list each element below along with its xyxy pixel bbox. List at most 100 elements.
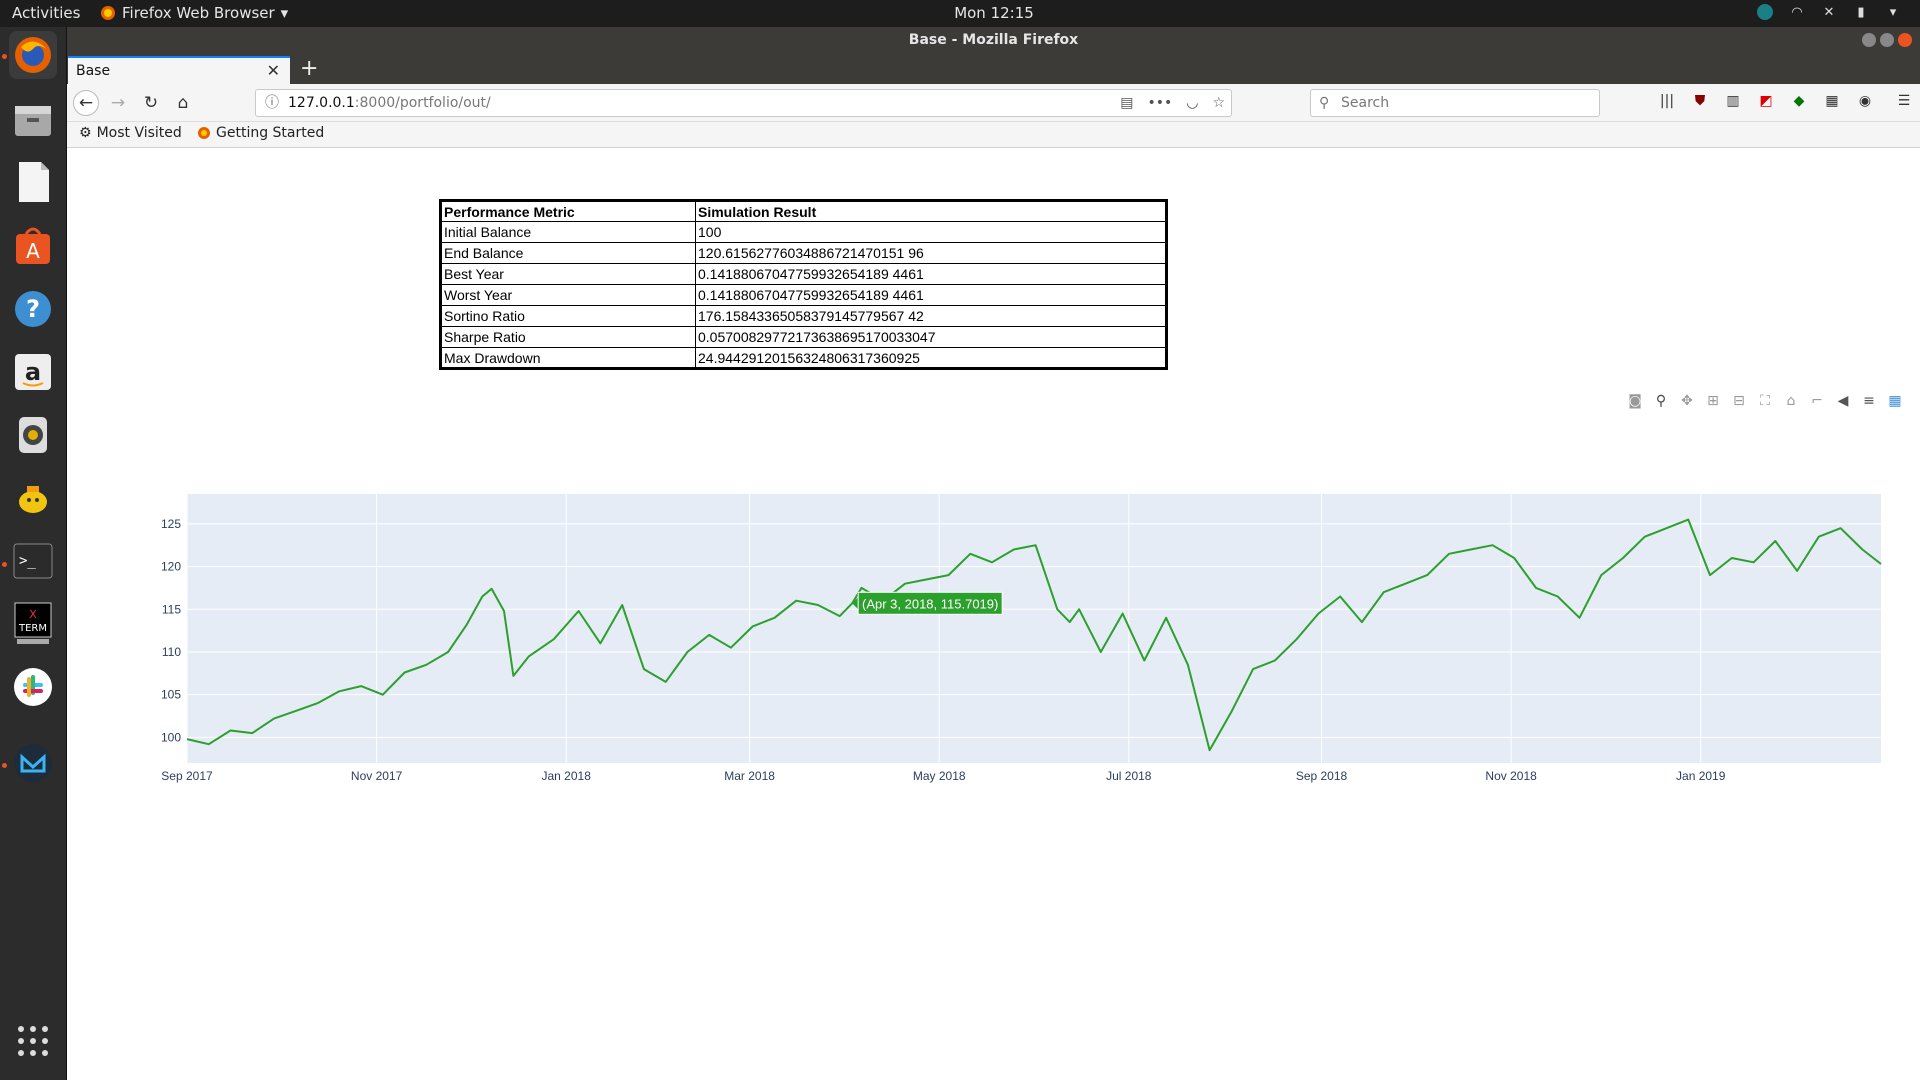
forward-button[interactable]: →: [110, 93, 126, 113]
power-menu-icon: ▾: [1889, 4, 1897, 20]
zoom-out-icon[interactable]: ⊟: [1733, 393, 1745, 409]
tooltip-label: (Apr 3, 2018, 115.7019): [862, 596, 998, 611]
camera-icon[interactable]: ◙: [1628, 393, 1642, 409]
rhythmbox-launcher-icon[interactable]: [9, 411, 57, 459]
teapot-app-launcher-icon[interactable]: [9, 474, 57, 522]
barcode-extension-icon[interactable]: ▦: [1825, 93, 1839, 109]
software-center-launcher-icon[interactable]: A: [9, 222, 57, 270]
bookmark-label: Getting Started: [216, 125, 325, 141]
app-menu[interactable]: Firefox Web Browser ▾: [100, 4, 288, 22]
metric-value: 0.14188067047759932654189 4461: [695, 284, 1167, 306]
plot-area[interactable]: [187, 494, 1881, 763]
x-tick-label: Nov 2017: [351, 769, 403, 783]
window-controls: [1862, 33, 1912, 47]
account-icon[interactable]: ◉: [1858, 93, 1872, 109]
url-path: :8000/portfolio/out/: [354, 95, 491, 111]
column-header: Simulation Result: [695, 200, 1167, 222]
info-icon[interactable]: ⓘ: [265, 95, 279, 111]
series-line[interactable]: [186, 518, 1882, 752]
amazon-launcher-icon[interactable]: a: [9, 348, 57, 396]
browser-window: Base - Mozilla Firefox Base ✕ + ← → ↻ ⌂ …: [67, 27, 1920, 1080]
bookmark-most-visited[interactable]: ⚙ Most Visited: [79, 125, 182, 141]
pdf-extension-icon[interactable]: ◩: [1759, 93, 1773, 109]
close-window-button[interactable]: [1898, 33, 1912, 47]
navigation-toolbar: ← → ↻ ⌂ ⓘ 127.0.0.1:8000/portfolio/out/ …: [67, 84, 1920, 122]
search-input[interactable]: ⚲ Search: [1310, 89, 1600, 117]
system-tray[interactable]: ◠ ✕ ▮ ▾: [1756, 3, 1902, 21]
hover-compare-icon[interactable]: ≡: [1863, 393, 1875, 409]
running-indicator: [2, 562, 7, 567]
spike-lines-icon[interactable]: ⌐: [1811, 393, 1823, 409]
firefox-launcher-icon[interactable]: [9, 31, 57, 79]
libreoffice-writer-launcher-icon[interactable]: [9, 158, 57, 206]
metric-name: Worst Year: [440, 284, 696, 306]
url-bar[interactable]: ⓘ 127.0.0.1:8000/portfolio/out/ ▤ ••• ◡ …: [255, 89, 1232, 117]
sidebar-icon[interactable]: ▥: [1726, 93, 1740, 109]
table-row: Max Drawdown 24.9442912015632480631736092…: [440, 347, 1167, 369]
table-row: Worst Year 0.14188067047759932654189 4461: [440, 284, 1167, 306]
window-titlebar[interactable]: Base - Mozilla Firefox: [67, 27, 1920, 54]
plotly-logo-icon[interactable]: ▦: [1888, 393, 1902, 409]
hover-tooltip: [857, 591, 1003, 615]
ublock-icon[interactable]: ⛊: [1694, 93, 1706, 109]
home-icon[interactable]: ⌂: [1786, 393, 1796, 409]
zoom-in-icon[interactable]: ⊞: [1707, 393, 1719, 409]
svg-text:TERM: TERM: [18, 623, 47, 634]
home-button[interactable]: ⌂: [177, 93, 189, 113]
gear-icon: ⚙: [79, 125, 92, 141]
pan-icon[interactable]: ✥: [1681, 393, 1693, 409]
svg-text:A: A: [26, 239, 40, 263]
minimize-button[interactable]: [1862, 33, 1876, 47]
back-button[interactable]: ←: [73, 90, 99, 116]
zoom-icon[interactable]: ⚲: [1655, 393, 1667, 409]
line-chart[interactable]: Sep 2017 Nov 2017 Jan 2018 Mar 2018 May 2018…: [107, 484, 1917, 944]
launcher-dock: A ? a >_ X TERM: [0, 27, 67, 1080]
clock[interactable]: Mon 12:15: [954, 4, 1034, 22]
slack-launcher-icon[interactable]: [9, 663, 57, 711]
metrics-table: Performance Metric Simulation Result Ini…: [439, 199, 1168, 370]
firefox-icon: [101, 6, 115, 20]
bookmark-getting-started[interactable]: Getting Started: [197, 125, 324, 141]
bookmark-star-icon[interactable]: ☆: [1212, 95, 1225, 111]
close-tab-icon[interactable]: ✕: [266, 61, 280, 80]
show-applications-icon[interactable]: [9, 1017, 57, 1065]
running-indicator: [2, 763, 7, 768]
page-actions-icon[interactable]: •••: [1147, 95, 1173, 111]
metric-name: Sortino Ratio: [440, 305, 696, 327]
y-tick-label: 120: [161, 560, 181, 574]
library-icon[interactable]: |||: [1659, 93, 1675, 109]
tab-title: Base: [76, 63, 111, 79]
x-tick-label: Jul 2018: [1106, 769, 1152, 783]
maximize-button[interactable]: [1880, 33, 1894, 47]
metric-value: 100: [695, 221, 1167, 243]
table-row: Initial Balance 100: [440, 221, 1167, 243]
reload-button[interactable]: ↻: [143, 93, 159, 113]
status-indicator-icon: [1756, 3, 1774, 21]
metric-value: 0.14188067047759932654189 4461: [695, 263, 1167, 285]
mailspring-launcher-icon[interactable]: [9, 739, 57, 787]
battery-icon: ▮: [1857, 4, 1865, 20]
svg-text:X: X: [29, 608, 37, 621]
bookmark-label: Most Visited: [96, 125, 182, 141]
reader-view-icon[interactable]: ▤: [1120, 95, 1134, 111]
terminal-launcher-icon[interactable]: >_: [9, 537, 57, 585]
hover-closest-icon[interactable]: ◀: [1837, 393, 1849, 409]
metric-name: Sharpe Ratio: [440, 326, 696, 348]
activities-button[interactable]: Activities: [12, 4, 81, 22]
firefox-icon: [198, 127, 210, 139]
pocket-icon[interactable]: ◡: [1186, 95, 1199, 111]
tab-strip: Base ✕ +: [67, 54, 1920, 85]
table-row: Sortino Ratio 176.15843365058379145779567…: [440, 305, 1167, 327]
help-launcher-icon[interactable]: ?: [9, 285, 57, 333]
tooltip-pointer: [852, 597, 859, 610]
xterm-launcher-icon[interactable]: X TERM: [9, 600, 57, 648]
tab-base[interactable]: Base ✕: [68, 56, 290, 85]
new-tab-button[interactable]: +: [300, 56, 319, 81]
autoscale-icon[interactable]: ⛶: [1760, 393, 1770, 409]
extension-icon[interactable]: ◆: [1793, 93, 1805, 109]
x-tick-label: Sep 2018: [1296, 769, 1348, 783]
files-launcher-icon[interactable]: [9, 96, 57, 144]
menu-icon[interactable]: ☰: [1897, 93, 1911, 109]
metric-name: Initial Balance: [440, 221, 696, 243]
x-tick-label: May 2018: [913, 769, 966, 783]
